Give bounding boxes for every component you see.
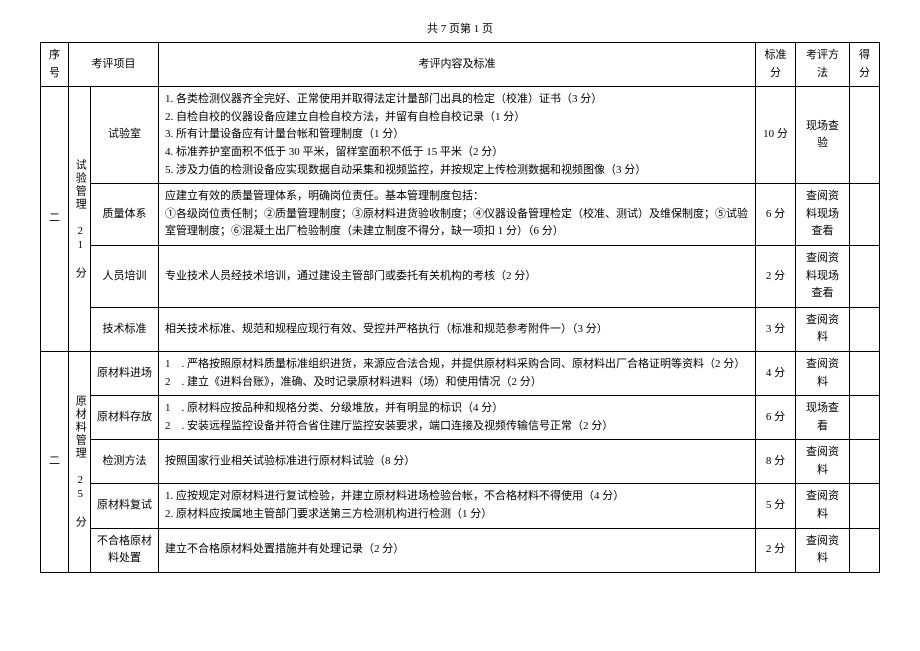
item-cell: 原材料复试 [91, 484, 159, 528]
grade-cell [850, 440, 880, 484]
grade-cell [850, 245, 880, 307]
table-row: 二试验管理 21 分试验室1. 各类检测仪器齐全完好、正常使用并取得法定计量部门… [41, 87, 880, 184]
category-cell: 试验管理 21 分 [69, 87, 91, 352]
grade-cell [850, 351, 880, 395]
evaluation-table: 序号考评项目考评内容及标准标准分考评方法得分 二试验管理 21 分试验室1. 各… [40, 42, 880, 573]
page-header: 共 7 页第 1 页 [40, 20, 880, 36]
table-row: 二原材料管理 25 分原材料进场1 . 严格按照原材料质量标准组织进货，来源应合… [41, 351, 880, 395]
method-cell: 查阅资料 [796, 440, 850, 484]
score-cell: 10 分 [756, 87, 796, 184]
method-cell: 查阅资料现场查看 [796, 184, 850, 246]
table-row: 检测方法按照国家行业相关试验标准进行原材料试验（8 分）8 分查阅资料 [41, 440, 880, 484]
item-cell: 人员培训 [91, 245, 159, 307]
header-content: 考评内容及标准 [159, 43, 756, 87]
table-row: 质量体系应建立有效的质量管理体系，明确岗位责任。基本管理制度包括：①各级岗位责任… [41, 184, 880, 246]
grade-cell [850, 87, 880, 184]
score-cell: 8 分 [756, 440, 796, 484]
score-cell: 2 分 [756, 245, 796, 307]
method-cell: 现场查验 [796, 87, 850, 184]
table-row: 人员培训专业技术人员经技术培训，通过建设主管部门或委托有关机构的考核（2 分）2… [41, 245, 880, 307]
content-cell: 应建立有效的质量管理体系，明确岗位责任。基本管理制度包括：①各级岗位责任制；②质… [159, 184, 756, 246]
seq-cell: 二 [41, 87, 69, 352]
content-cell: 相关技术标准、规范和规程应现行有效、受控并严格执行（标准和规范参考附件一）（3 … [159, 307, 756, 351]
content-cell: 建立不合格原材料处置措施并有处理记录（2 分） [159, 528, 756, 572]
content-cell: 1 . 严格按照原材料质量标准组织进货，来源应合法合规，并提供原材料采购合同、原… [159, 351, 756, 395]
seq-cell: 二 [41, 351, 69, 572]
item-cell: 质量体系 [91, 184, 159, 246]
grade-cell [850, 307, 880, 351]
header-item: 考评项目 [69, 43, 159, 87]
method-cell: 查阅资料 [796, 307, 850, 351]
score-cell: 2 分 [756, 528, 796, 572]
method-cell: 查阅资料现场查看 [796, 245, 850, 307]
item-cell: 检测方法 [91, 440, 159, 484]
content-cell: 按照国家行业相关试验标准进行原材料试验（8 分） [159, 440, 756, 484]
score-cell: 6 分 [756, 184, 796, 246]
item-cell: 不合格原材料处置 [91, 528, 159, 572]
category-cell: 原材料管理 25 分 [69, 351, 91, 572]
method-cell: 查阅资料 [796, 484, 850, 528]
item-cell: 原材料进场 [91, 351, 159, 395]
content-cell: 1 . 原材料应按品种和规格分类、分级堆放，并有明显的标识（4 分）2 . 安装… [159, 396, 756, 440]
score-cell: 6 分 [756, 396, 796, 440]
method-cell: 查阅资料 [796, 351, 850, 395]
item-cell: 原材料存放 [91, 396, 159, 440]
grade-cell [850, 484, 880, 528]
content-cell: 专业技术人员经技术培训，通过建设主管部门或委托有关机构的考核（2 分） [159, 245, 756, 307]
grade-cell [850, 184, 880, 246]
score-cell: 4 分 [756, 351, 796, 395]
method-cell: 查阅资料 [796, 528, 850, 572]
table-row: 技术标准相关技术标准、规范和规程应现行有效、受控并严格执行（标准和规范参考附件一… [41, 307, 880, 351]
grade-cell [850, 528, 880, 572]
grade-cell [850, 396, 880, 440]
content-cell: 1. 各类检测仪器齐全完好、正常使用并取得法定计量部门出具的检定（校准）证书（3… [159, 87, 756, 184]
score-cell: 5 分 [756, 484, 796, 528]
table-row: 原材料复试1. 应按规定对原材料进行复试检验，并建立原材料进场检验台帐，不合格材… [41, 484, 880, 528]
content-cell: 1. 应按规定对原材料进行复试检验，并建立原材料进场检验台帐，不合格材料不得使用… [159, 484, 756, 528]
item-cell: 技术标准 [91, 307, 159, 351]
method-cell: 现场查看 [796, 396, 850, 440]
score-cell: 3 分 [756, 307, 796, 351]
table-row: 不合格原材料处置建立不合格原材料处置措施并有处理记录（2 分）2 分查阅资料 [41, 528, 880, 572]
table-header-row: 序号考评项目考评内容及标准标准分考评方法得分 [41, 43, 880, 87]
table-row: 原材料存放1 . 原材料应按品种和规格分类、分级堆放，并有明显的标识（4 分）2… [41, 396, 880, 440]
item-cell: 试验室 [91, 87, 159, 184]
